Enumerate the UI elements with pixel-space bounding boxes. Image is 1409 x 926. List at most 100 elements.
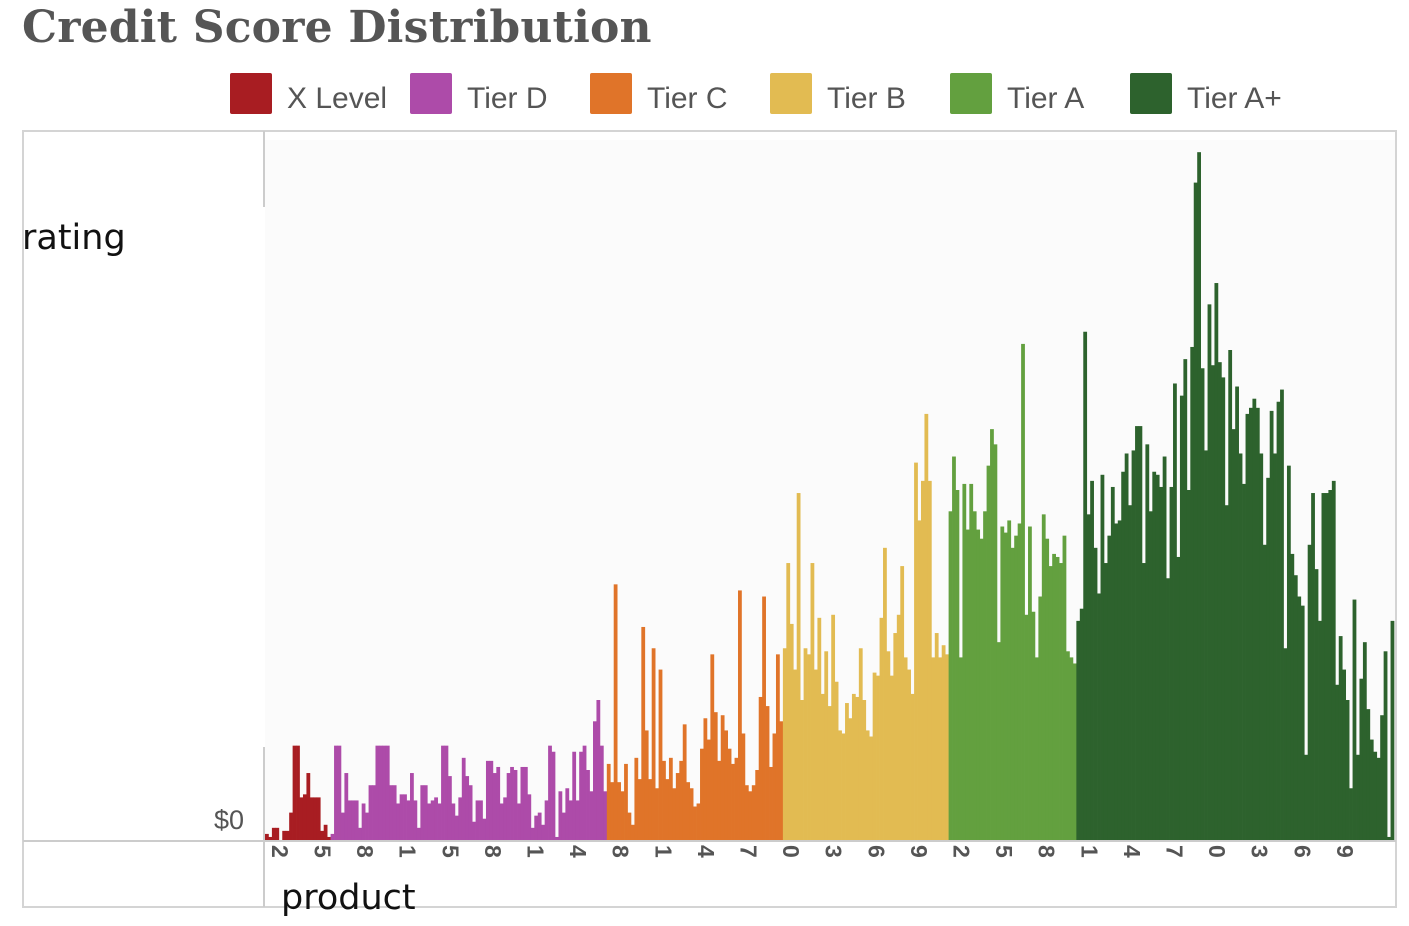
bar xyxy=(575,800,580,840)
bar xyxy=(672,788,677,840)
bar xyxy=(796,493,801,840)
bar xyxy=(447,776,452,840)
bar xyxy=(444,745,449,840)
bar xyxy=(485,760,490,840)
bar xyxy=(813,669,818,840)
bar xyxy=(385,745,390,840)
bar xyxy=(330,833,335,840)
bar xyxy=(1207,304,1212,841)
bar xyxy=(1224,505,1229,840)
bar xyxy=(265,833,269,840)
bar xyxy=(361,803,366,840)
bar xyxy=(296,745,300,840)
bar xyxy=(1324,493,1329,840)
bar xyxy=(340,812,345,840)
bar xyxy=(1390,620,1395,840)
bar xyxy=(744,785,749,840)
bar xyxy=(410,773,414,840)
bar xyxy=(378,745,383,840)
bar xyxy=(803,648,808,840)
bar xyxy=(1017,523,1022,840)
bar xyxy=(817,617,822,840)
bar xyxy=(461,757,466,840)
bar xyxy=(1031,611,1036,840)
bar xyxy=(506,773,511,840)
x-tick-label: 1 xyxy=(523,845,549,858)
bar xyxy=(475,800,480,840)
bar xyxy=(810,563,815,840)
bar xyxy=(945,654,949,840)
bar xyxy=(1028,526,1032,840)
bar xyxy=(365,812,369,840)
bar xyxy=(561,812,566,840)
bar xyxy=(993,444,998,840)
bar xyxy=(489,760,494,840)
legend-swatch xyxy=(950,73,992,114)
bar xyxy=(851,693,856,840)
bar xyxy=(275,827,280,840)
bar xyxy=(1221,377,1226,840)
bar xyxy=(1103,563,1108,840)
bar xyxy=(1003,532,1008,840)
bar xyxy=(451,803,456,840)
bar xyxy=(793,669,798,840)
bar xyxy=(520,766,525,840)
bar xyxy=(1283,648,1288,840)
bar xyxy=(948,511,953,840)
bar xyxy=(689,788,694,840)
bar xyxy=(986,465,991,840)
bar xyxy=(572,751,577,840)
bar xyxy=(727,748,732,840)
bar xyxy=(914,462,918,840)
x-tick-label: 1 xyxy=(650,845,676,858)
x-tick-label: 2 xyxy=(949,845,975,858)
x-tick-label: 3 xyxy=(1247,845,1273,858)
bar xyxy=(907,669,911,840)
bar xyxy=(292,745,297,840)
bar xyxy=(313,797,318,840)
bar xyxy=(996,642,1001,840)
bar xyxy=(1211,365,1215,840)
bar xyxy=(382,745,387,840)
bar xyxy=(593,721,597,840)
bar xyxy=(1204,450,1208,840)
bar xyxy=(302,794,307,840)
bar xyxy=(1086,514,1091,840)
bar xyxy=(337,745,342,840)
bar xyxy=(1217,362,1222,840)
bar xyxy=(1321,493,1326,840)
bar xyxy=(1179,395,1184,840)
bar xyxy=(1066,651,1070,840)
bar xyxy=(789,623,794,840)
bar xyxy=(886,651,891,840)
bar xyxy=(748,791,753,840)
bar xyxy=(1148,511,1153,840)
bar xyxy=(282,830,287,840)
bar xyxy=(268,836,273,840)
bar xyxy=(1262,544,1267,840)
bar xyxy=(1186,490,1191,840)
bar xyxy=(1062,535,1067,840)
bar xyxy=(938,657,943,840)
bar xyxy=(613,584,618,840)
legend-swatch xyxy=(770,73,812,114)
bar xyxy=(634,757,639,840)
bar xyxy=(1145,444,1150,840)
bar xyxy=(1300,605,1305,840)
bar xyxy=(351,800,356,840)
bar xyxy=(651,648,656,840)
bar xyxy=(858,648,863,840)
bar xyxy=(620,791,625,840)
bar xyxy=(1193,182,1198,841)
bar xyxy=(637,779,642,840)
x-tick-label: 7 xyxy=(736,845,762,858)
x-tick-label: 8 xyxy=(608,845,634,858)
bar xyxy=(1159,486,1164,840)
bar xyxy=(1297,596,1302,840)
bar xyxy=(1093,547,1098,840)
bar xyxy=(1069,657,1074,840)
y-axis-title: rating xyxy=(22,218,126,258)
bar xyxy=(1100,474,1105,840)
bar xyxy=(1235,386,1239,840)
bar xyxy=(824,651,829,840)
